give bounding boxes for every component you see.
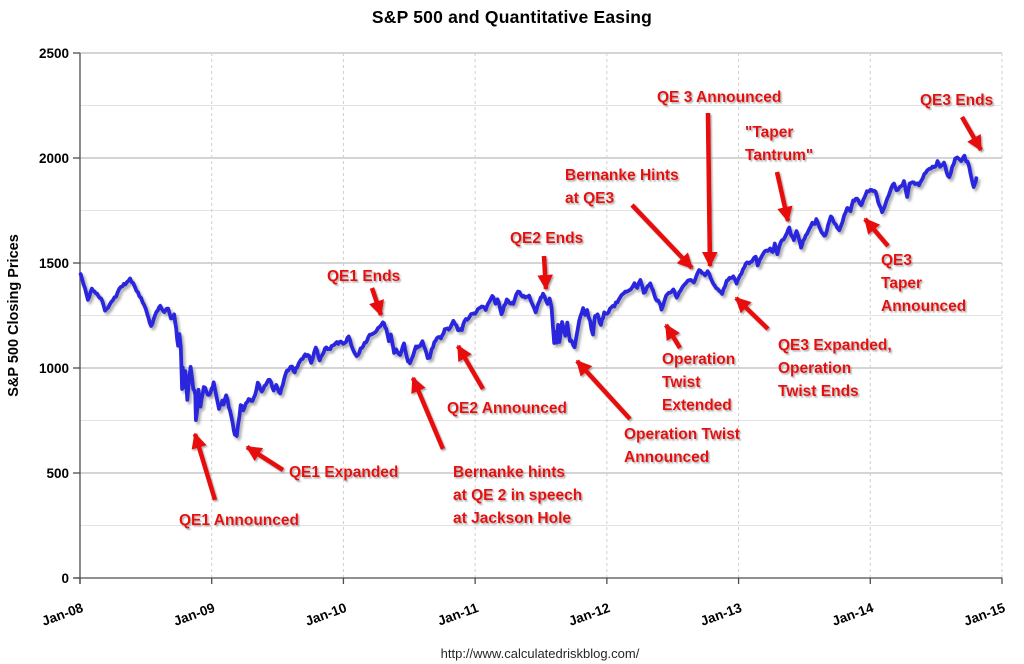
y-tick-label: 1500: [39, 256, 69, 271]
annotation-qe3-expanded-operation-twist-ends: QE3 Expanded, Operation Twist Ends: [734, 296, 892, 400]
x-tick-label: Jan-09: [172, 600, 217, 629]
x-tick-label: Jan-11: [436, 600, 481, 629]
annotation-qe2-announced: QE2 Announced: [447, 344, 567, 417]
annotation-label: QE 3 Announced: [657, 89, 781, 106]
annotation-label: Bernanke hints at QE 2 in speech at Jackso…: [453, 464, 582, 527]
annotation-operation-twist-extended: Operation Twist Extended: [662, 323, 735, 414]
annotation-arrow: [537, 255, 553, 291]
y-tick-label: 2500: [39, 46, 69, 61]
x-tick-label: Jan-12: [567, 600, 612, 629]
annotation-label: QE2 Announced: [447, 400, 567, 417]
annotation-qe2-ends: QE2 Ends: [510, 230, 583, 291]
y-tick-label: 500: [46, 466, 69, 481]
x-tick-label: Jan-13: [698, 600, 744, 629]
y-tick-label: 1000: [39, 361, 69, 376]
annotation-arrow: [456, 344, 485, 391]
annotation-arrow: [701, 112, 718, 268]
annotation-label: QE1 Announced: [179, 512, 299, 529]
x-axis-tick-labels: Jan-08 Jan-09 Jan-10 Jan-11 Jan-12 Jan-13 Jan-…: [40, 600, 1008, 629]
annotation-arrow: [369, 287, 384, 317]
annotation-label: "Taper Tantrum": [745, 124, 813, 164]
annotation-arrow: [734, 296, 770, 331]
annotation-operation-twist-announced: Operation Twist Announced: [575, 359, 740, 466]
y-axis-title: S&P 500 Closing Prices: [6, 234, 22, 397]
annotation-label: Operation Twist Extended: [662, 351, 735, 414]
annotation-label: QE3 Ends: [920, 92, 993, 109]
y-tick-label: 2000: [39, 151, 69, 166]
y-axis-tick-labels: 0 500 1000 1500 2000 2500: [39, 46, 69, 586]
x-tick-label: Jan-10: [303, 600, 348, 629]
annotation-arrow: [191, 432, 218, 501]
annotation-arrow: [863, 217, 890, 248]
annotation-label: QE1 Ends: [327, 268, 400, 285]
annotation-arrow: [774, 171, 793, 223]
chart-title: S&P 500 and Quantitative Easing: [371, 7, 653, 27]
annotation-qe1-expanded: QE1 Expanded: [245, 445, 398, 481]
x-tick-label: Jan-15: [962, 600, 1008, 629]
annotation-arrow: [960, 115, 983, 152]
source-url: http://www.calculatedriskblog.com/: [440, 646, 640, 661]
annotation-arrow: [630, 203, 694, 270]
annotation-qe3-taper-announced: QE3 Taper Announced: [863, 217, 966, 315]
annotation-label: QE3 Taper Announced: [881, 252, 966, 315]
annotation-arrow: [575, 359, 632, 421]
x-tick-label: Jan-08: [40, 600, 86, 629]
annotation-arrow: [664, 323, 682, 350]
annotation-arrow: [245, 445, 285, 472]
annotation-qe1-ends: QE1 Ends: [327, 268, 400, 317]
annotation-qe3-announced: QE 3 Announced: [657, 89, 781, 268]
annotation-label: QE1 Expanded: [289, 464, 398, 481]
annotations: QE1 Announced QE1 Expanded QE1 Ends Bernank…: [179, 89, 993, 529]
axes: [73, 52, 1003, 584]
annotation-label: QE2 Ends: [510, 230, 583, 247]
annotation-arrow: [410, 376, 446, 450]
annotation-label: Operation Twist Announced: [624, 426, 740, 466]
sp500-line: [78, 153, 979, 438]
x-tick-label: Jan-14: [830, 600, 876, 629]
annotation-bernanke-hints-qe2: Bernanke hints at QE 2 in speech at Jackso…: [410, 376, 582, 527]
y-tick-label: 0: [61, 571, 69, 586]
annotation-bernanke-hints-qe3: Bernanke Hints at QE3: [565, 167, 694, 270]
annotation-taper-tantrum: "Taper Tantrum": [745, 124, 813, 223]
annotation-label: Bernanke Hints at QE3: [565, 167, 679, 207]
annotation-qe1-announced: QE1 Announced: [179, 432, 299, 529]
annotation-label: QE3 Expanded, Operation Twist Ends: [778, 337, 892, 400]
annotation-qe3-ends: QE3 Ends: [920, 92, 993, 152]
